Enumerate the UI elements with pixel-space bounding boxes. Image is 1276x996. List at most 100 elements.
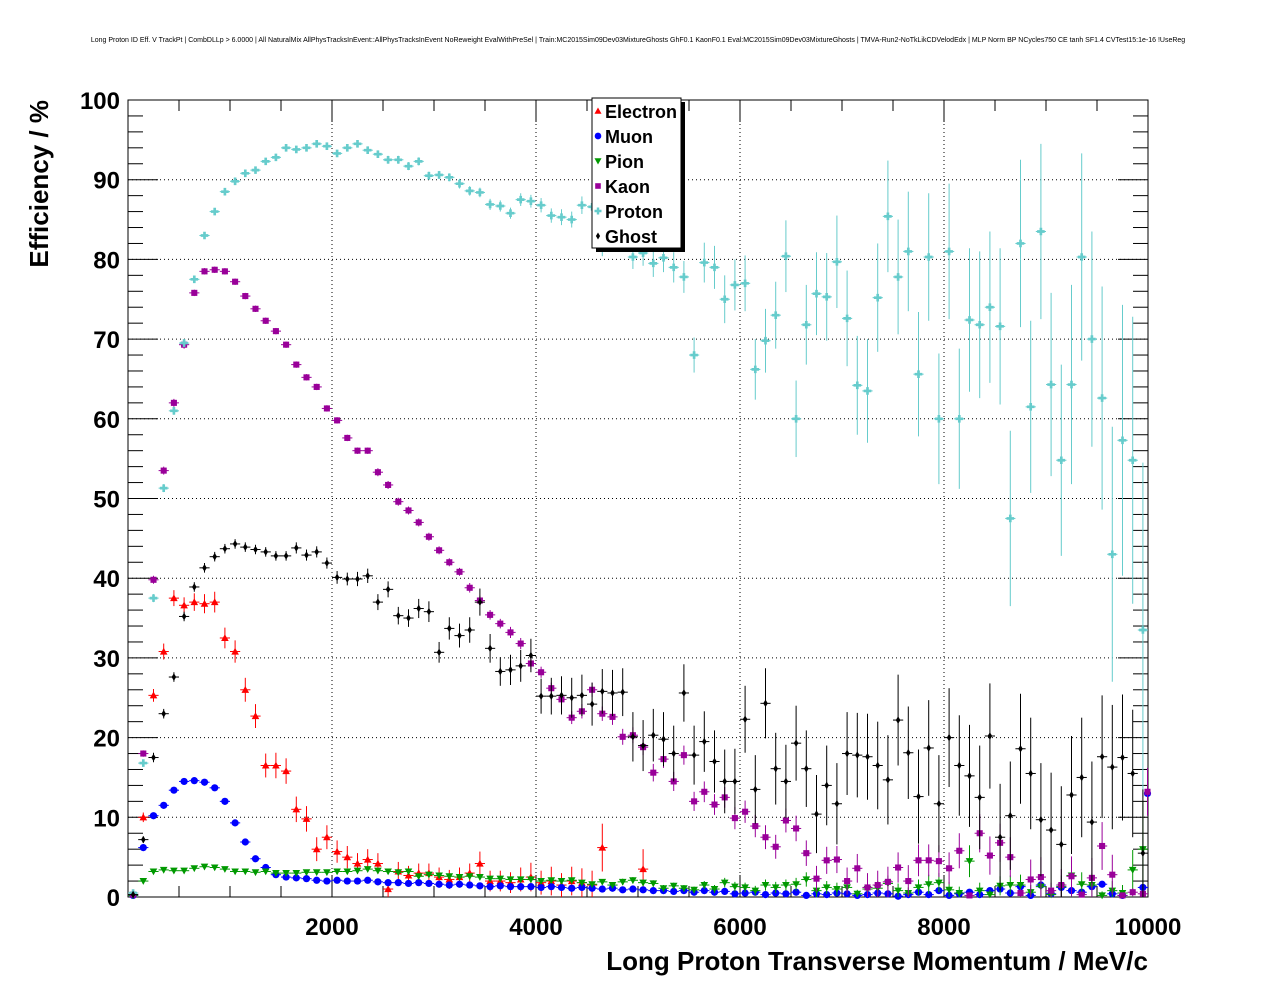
data-point-ghost bbox=[630, 733, 636, 741]
data-point-ghost bbox=[1099, 752, 1105, 761]
data-point-proton bbox=[1057, 456, 1066, 465]
data-point-electron bbox=[353, 859, 362, 867]
data-point-pion bbox=[700, 882, 709, 889]
data-point-muon bbox=[282, 873, 290, 881]
data-point-kaon bbox=[823, 857, 830, 864]
data-point-proton bbox=[425, 171, 433, 180]
data-point-ghost bbox=[661, 735, 666, 743]
data-point-pion bbox=[414, 873, 423, 881]
legend-label-electron: Electron bbox=[605, 102, 677, 122]
data-point-pion bbox=[404, 868, 413, 876]
data-point-ghost bbox=[243, 543, 248, 551]
data-point-muon bbox=[568, 884, 576, 892]
data-point-pion bbox=[455, 874, 464, 881]
data-point-ghost bbox=[559, 691, 564, 700]
data-point-kaon bbox=[1078, 891, 1085, 898]
data-point-muon bbox=[170, 786, 178, 794]
data-point-ghost bbox=[967, 772, 972, 780]
data-point-ghost bbox=[885, 776, 891, 784]
data-point-proton bbox=[720, 295, 729, 304]
data-point-kaon bbox=[833, 856, 840, 863]
data-point-proton bbox=[1016, 239, 1025, 248]
data-point-proton bbox=[792, 415, 800, 423]
data-point-kaon bbox=[262, 317, 269, 324]
data-point-muon bbox=[649, 887, 657, 895]
data-point-pion bbox=[853, 890, 862, 898]
data-point-proton bbox=[465, 187, 474, 195]
data-point-ghost bbox=[253, 545, 258, 554]
data-point-kaon bbox=[986, 852, 993, 859]
data-point-ghost bbox=[610, 689, 615, 697]
data-point-ghost bbox=[202, 564, 207, 572]
data-point-proton bbox=[374, 150, 382, 158]
data-point-ghost bbox=[569, 693, 574, 702]
data-point-proton bbox=[700, 258, 709, 267]
data-point-ghost bbox=[345, 575, 350, 583]
data-point-muon bbox=[802, 891, 810, 900]
data-point-muon bbox=[445, 881, 453, 889]
data-point-ghost bbox=[518, 662, 523, 670]
data-point-proton bbox=[486, 200, 494, 209]
data-point-kaon bbox=[956, 847, 963, 854]
data-point-kaon bbox=[497, 620, 504, 627]
grid-lines bbox=[128, 100, 1148, 897]
data-point-electron bbox=[282, 767, 290, 775]
data-point-muon bbox=[578, 883, 586, 892]
data-point-ghost bbox=[365, 572, 370, 580]
data-point-proton bbox=[312, 140, 321, 148]
data-point-ghost bbox=[814, 810, 819, 818]
data-point-muon bbox=[231, 819, 239, 827]
data-point-proton bbox=[1026, 403, 1035, 411]
data-point-proton bbox=[659, 254, 668, 262]
data-point-kaon bbox=[283, 341, 290, 348]
data-point-kaon bbox=[385, 481, 392, 488]
data-point-pion bbox=[955, 889, 964, 897]
data-point-proton bbox=[292, 145, 301, 154]
data-point-pion bbox=[1098, 892, 1106, 900]
data-point-pion bbox=[894, 887, 902, 895]
data-point-ghost bbox=[671, 749, 676, 758]
data-point-ghost bbox=[477, 598, 483, 606]
data-point-pion bbox=[170, 867, 178, 875]
data-point-proton bbox=[833, 257, 841, 266]
data-point-kaon bbox=[619, 733, 626, 740]
data-point-muon bbox=[496, 882, 504, 890]
data-point-pion bbox=[741, 884, 749, 892]
data-point-kaon bbox=[1068, 873, 1075, 880]
data-point-electron bbox=[476, 859, 484, 867]
data-point-kaon bbox=[436, 547, 443, 554]
data-point-pion bbox=[425, 871, 433, 879]
data-point-proton bbox=[771, 311, 780, 319]
data-point-pion bbox=[323, 869, 331, 877]
y-tick-label: 90 bbox=[93, 168, 120, 195]
data-point-muon bbox=[139, 843, 147, 852]
data-point-muon bbox=[364, 876, 372, 884]
legend-label-proton: Proton bbox=[605, 202, 663, 222]
data-point-pion bbox=[649, 880, 658, 888]
data-point-pion bbox=[629, 877, 637, 885]
data-point-electron bbox=[241, 685, 250, 693]
data-point-kaon bbox=[466, 584, 473, 591]
data-point-kaon bbox=[293, 361, 300, 368]
data-point-proton bbox=[516, 195, 525, 204]
data-point-pion bbox=[210, 864, 219, 872]
data-point-proton bbox=[873, 293, 882, 302]
data-point-electron bbox=[363, 855, 372, 863]
data-point-muon bbox=[404, 879, 413, 888]
data-point-pion bbox=[394, 869, 403, 877]
data-point-muon bbox=[466, 881, 474, 889]
data-point-proton bbox=[506, 209, 515, 217]
data-point-muon bbox=[374, 878, 382, 886]
data-point-proton bbox=[445, 173, 454, 182]
data-point-ghost bbox=[487, 644, 493, 653]
data-point-proton bbox=[710, 263, 719, 272]
data-point-pion bbox=[710, 885, 719, 893]
data-point-ghost bbox=[763, 699, 768, 708]
data-point-kaon bbox=[1037, 874, 1044, 881]
data-point-kaon bbox=[752, 823, 759, 830]
data-point-proton bbox=[935, 415, 943, 423]
data-point-ghost bbox=[1110, 763, 1115, 771]
data-point-ghost bbox=[1059, 840, 1064, 849]
data-point-pion bbox=[986, 891, 994, 899]
data-point-ghost bbox=[1140, 849, 1146, 857]
